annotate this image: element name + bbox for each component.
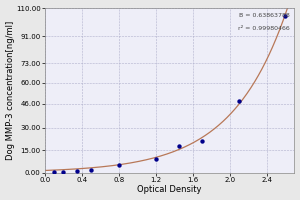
Point: [200, 140, 204, 143]
Text: r² = 0.99980466: r² = 0.99980466: [238, 26, 290, 31]
Point: [237, 99, 242, 102]
Y-axis label: Dog MMP-3 concentration[ng/ml]: Dog MMP-3 concentration[ng/ml]: [6, 21, 15, 160]
Point: [153, 157, 158, 161]
Point: [52, 170, 56, 174]
Text: B = 0.63863788: B = 0.63863788: [239, 13, 290, 18]
Point: [75, 170, 80, 173]
X-axis label: Optical Density: Optical Density: [137, 185, 202, 194]
Point: [89, 169, 94, 172]
Point: [283, 14, 288, 17]
Point: [176, 144, 181, 147]
Point: [116, 163, 121, 167]
Point: [61, 170, 66, 173]
